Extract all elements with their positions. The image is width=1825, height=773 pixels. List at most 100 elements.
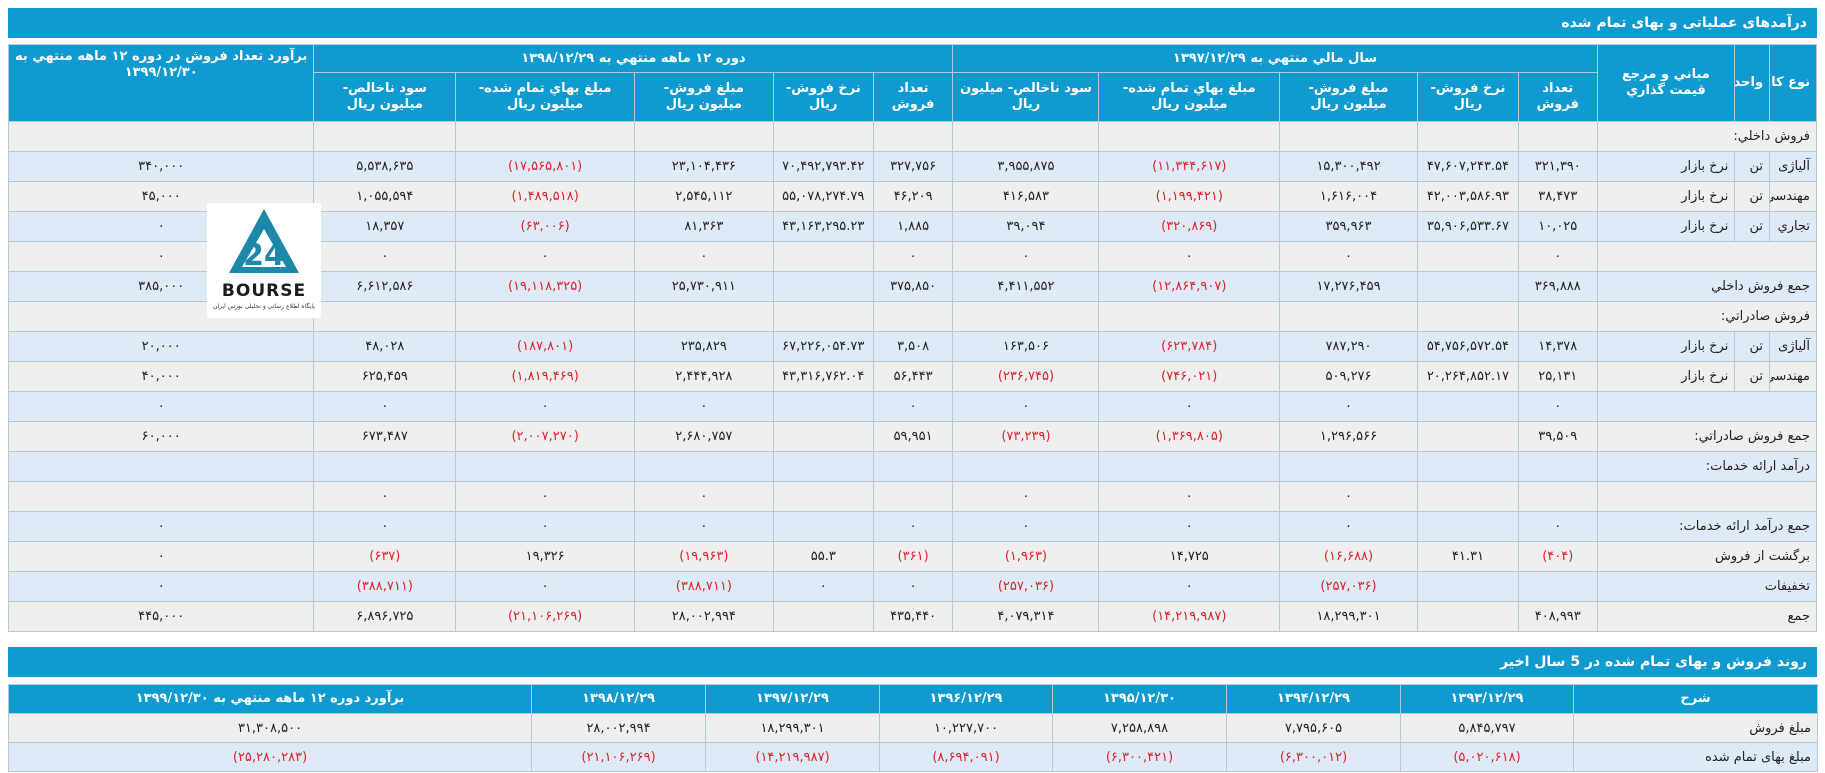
value-cell: ۲,۴۴۴,۹۲۸ (633, 361, 774, 392)
value-cell: (۱۶,۶۸۸) (1279, 541, 1418, 572)
unit-cell: تن (1734, 211, 1771, 242)
value-cell: (۱۴,۲۱۹,۹۸۷) (1098, 601, 1281, 632)
value-cell: ۰ (952, 511, 1100, 542)
table-row: فروش داخلي: (7, 121, 1818, 152)
value-cell (952, 301, 1100, 332)
value-cell: ۲۰,۰۰۰ (7, 331, 315, 362)
trend-header: ۱۳۹۸/۱۲/۲۹ (531, 684, 706, 714)
value-cell: ۳۸,۴۷۳ (1517, 181, 1598, 212)
value-cell: ۵,۵۳۸,۶۳۵ (313, 151, 457, 182)
header-rate-1397: نرخ فروش- ريال (1416, 72, 1519, 122)
value-cell: ۰ (952, 481, 1100, 512)
value-cell: (۱,۹۶۳) (952, 541, 1100, 572)
pricing-basis-cell: نرخ بازار (1596, 361, 1736, 392)
value-cell: ۰ (455, 391, 635, 422)
value-cell: (۱,۳۶۹,۸۰۵) (1098, 421, 1281, 452)
value-cell: ۰ (1517, 241, 1598, 272)
header-sales-1397: مبلغ فروش- میلیون ريال (1279, 72, 1418, 122)
trend-header: شرح (1573, 684, 1818, 714)
value-cell: ۰ (7, 571, 315, 602)
trend-header: ۱۳۹۷/۱۲/۲۹ (705, 684, 880, 714)
value-cell: (۲۱,۱۰۶,۲۶۹) (531, 742, 706, 772)
value-cell (1098, 121, 1281, 152)
value-cell: (۲۳۶,۷۴۵) (952, 361, 1100, 392)
value-cell: ۱۰,۰۲۵ (1517, 211, 1598, 242)
value-cell: ۲۵,۱۳۱ (1517, 361, 1598, 392)
value-cell: ۰ (872, 241, 954, 272)
value-cell (952, 121, 1100, 152)
value-cell (633, 451, 774, 482)
value-cell (1517, 451, 1598, 482)
header-fy1398: دوره ۱۲ ماهه منتهي به ۱۳۹۸/۱۲/۲۹ (313, 44, 954, 73)
value-cell: ۱,۲۹۶,۵۶۶ (1279, 421, 1418, 452)
header-gross-1398: سود ناخالص- میلیون ريال (313, 72, 457, 122)
header-item-type: نوع کالا (1769, 44, 1817, 122)
header-qty-1397: تعداد فروش (1517, 72, 1598, 122)
value-cell: ۴۳,۱۶۳,۲۹۵.۲۳ (772, 211, 874, 242)
value-cell: ۲۰,۲۶۴,۸۵۲.۱۷ (1416, 361, 1519, 392)
value-cell (455, 451, 635, 482)
value-cell (1517, 301, 1598, 332)
value-cell: (۱,۱۹۹,۴۲۱) (1098, 181, 1281, 212)
pricing-basis-cell: نرخ بازار (1596, 151, 1736, 182)
table-row: جمع ۴۰۸,۹۹۳ ۱۸,۲۹۹,۳۰۱ (۱۴,۲۱۹,۹۸۷) ۴,۰۷۹,۳۱… (7, 601, 1818, 632)
value-cell: ۰ (313, 391, 457, 422)
header-rate-1398: نرخ فروش- ريال (772, 72, 874, 122)
value-cell (1416, 601, 1519, 632)
trend-header: ۱۳۹۳/۱۲/۲۹ (1400, 684, 1574, 714)
value-cell: ۴۳,۳۱۶,۷۶۲.۰۴ (772, 361, 874, 392)
value-cell: ۱۸,۲۹۹,۳۰۱ (705, 713, 880, 743)
header-sales-1398: مبلغ فروش- میلیون ريال (633, 72, 774, 122)
value-cell: (۲۵۷,۰۳۶) (1279, 571, 1418, 602)
value-cell (872, 481, 954, 512)
value-cell: (۵,۰۲۰,۶۱۸) (1400, 742, 1574, 772)
row-label: جمع (1596, 601, 1818, 632)
value-cell (1279, 301, 1418, 332)
header-unit: واحد (1734, 44, 1771, 122)
value-cell (772, 421, 874, 452)
value-cell (313, 121, 457, 152)
value-cell (1279, 451, 1418, 482)
unit-cell: تن (1734, 151, 1771, 182)
value-cell: ۵۴,۷۵۶,۵۷۲.۵۴ (1416, 331, 1519, 362)
value-cell: ۰ (1098, 511, 1281, 542)
value-cell: ۴,۴۱۱,۵۵۲ (952, 271, 1100, 302)
value-cell: ۷,۷۹۵,۶۰۵ (1226, 713, 1401, 743)
value-cell (633, 301, 774, 332)
value-cell: ۲۸,۰۰۲,۹۹۴ (531, 713, 706, 743)
trend-header: برآورد دوره ۱۲ ماهه منتهي به ۱۳۹۹/۱۲/۳۰ (8, 684, 532, 714)
unit-cell: تن (1734, 181, 1771, 212)
value-cell: (۶۳,۰۰۶) (455, 211, 635, 242)
value-cell: ۱۴,۳۷۸ (1517, 331, 1598, 362)
value-cell (872, 121, 954, 152)
value-cell: ۰ (1098, 391, 1281, 422)
value-cell: ۱۸,۲۹۹,۳۰۱ (1279, 601, 1418, 632)
row-label: مبلغ فروش (1573, 713, 1818, 743)
value-cell: ۰ (1279, 481, 1418, 512)
value-cell: ۰ (772, 571, 874, 602)
value-cell (872, 301, 954, 332)
value-cell (1416, 241, 1519, 272)
trend-header: ۱۳۹۵/۱۲/۳۰ (1052, 684, 1227, 714)
value-cell: ۴۳۵,۴۴۰ (872, 601, 954, 632)
table-row: مبلغ فروش ۵,۸۴۵,۷۹۷ ۷,۷۹۵,۶۰۵ ۷,۲۵۸,۸۹۸ ۱۰,۲… (8, 713, 1818, 743)
value-cell: ۴,۰۷۹,۳۱۴ (952, 601, 1100, 632)
value-cell: ۸۱,۳۶۳ (633, 211, 774, 242)
value-cell: ۰ (1517, 391, 1598, 422)
value-cell: ۰ (1279, 241, 1418, 272)
value-cell: ۲۵,۷۳۰,۹۱۱ (633, 271, 774, 302)
value-cell (772, 241, 874, 272)
logo-numeral: 24 (243, 238, 285, 273)
value-cell: ۴۱۶,۵۸۳ (952, 181, 1100, 212)
header-pricing-basis: مباني و مرجع قيمت گذاري (1596, 44, 1736, 122)
table-row: جمع فروش صادراتي: ۳۹,۵۰۹ ۱,۲۹۶,۵۶۶ (۱,۳۶۹,۸… (7, 421, 1818, 452)
value-cell: ۰ (872, 571, 954, 602)
value-cell: (۳۲۰,۸۶۹) (1098, 211, 1281, 242)
value-cell: ۰ (1279, 511, 1418, 542)
value-cell: (۱۸۷,۸۰۱) (455, 331, 635, 362)
row-label: تجاري (1769, 211, 1817, 242)
row-label: تخفیفات (1596, 571, 1818, 602)
value-cell (7, 451, 315, 482)
value-cell: (۳۸۸,۷۱۱) (633, 571, 774, 602)
